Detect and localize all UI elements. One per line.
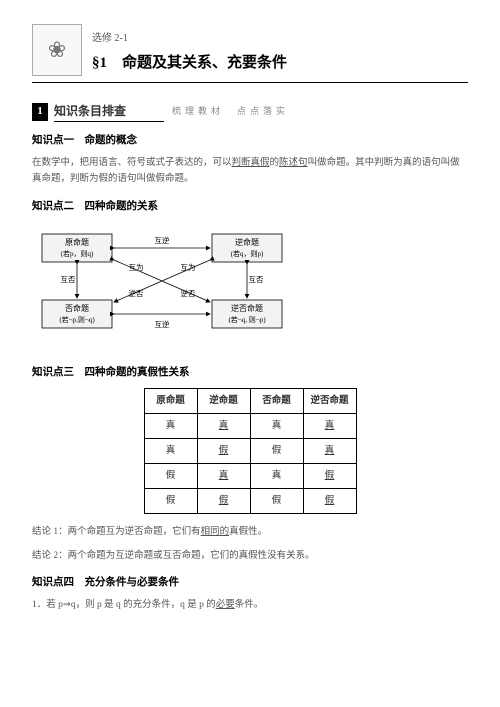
- svg-text:互否: 互否: [61, 275, 76, 284]
- table-cell: 假: [250, 489, 303, 514]
- flower-image: ❀: [32, 24, 82, 76]
- u: 陈述句: [279, 158, 308, 168]
- table-cell: 真: [250, 414, 303, 439]
- table-cell: 假: [250, 439, 303, 464]
- svg-text:(若p，则q): (若p，则q): [61, 249, 94, 258]
- table-cell: 假: [144, 464, 197, 489]
- section-title: §1 命题及其关系、充要条件: [92, 51, 287, 77]
- page-header: ❀ 选修 2-1 §1 命题及其关系、充要条件: [32, 24, 468, 83]
- svg-text:否命题: 否命题: [65, 303, 89, 313]
- u: 必要: [216, 600, 235, 610]
- t: 结论 1：两个命题互为逆否命题，它们有: [32, 527, 201, 537]
- svg-text:互为: 互为: [129, 262, 144, 272]
- four-propositions-diagram: 原命题 (若p，则q) 逆命题 (若q，则p) 否命题 (若¬p,则¬q) 逆否命题 (…: [32, 226, 292, 336]
- table-cell: 真: [144, 439, 197, 464]
- th: 逆否命题: [303, 389, 356, 414]
- t: 条件。: [235, 600, 264, 610]
- bar-number: 1: [32, 103, 48, 121]
- t: 1．若 p⇒q，则 p 是 q 的充分条件，q 是 p 的: [32, 600, 216, 610]
- bar-title: 知识条目排查: [54, 101, 164, 122]
- point-4-text: 1．若 p⇒q，则 p 是 q 的充分条件，q 是 p 的必要条件。: [32, 597, 468, 613]
- th: 逆命题: [197, 389, 250, 414]
- table-cell: 真: [303, 439, 356, 464]
- th: 原命题: [144, 389, 197, 414]
- table-cell: 假: [303, 489, 356, 514]
- section-bar: 1 知识条目排查 梳理教材 点点落实: [32, 101, 468, 122]
- table-cell: 假: [197, 489, 250, 514]
- conclusion-2: 结论 2：两个命题为互逆命题或互否命题，它们的真假性没有关系。: [32, 548, 468, 564]
- svg-text:(若¬q, 则¬p): (若¬q, 则¬p): [228, 315, 266, 324]
- point-3-title: 知识点三 四种命题的真假性关系: [32, 364, 468, 382]
- point-2-title: 知识点二 四种命题的关系: [32, 198, 468, 216]
- table-cell: 真: [303, 414, 356, 439]
- svg-text:互逆: 互逆: [155, 235, 170, 245]
- table-cell: 真: [250, 464, 303, 489]
- point-1-title: 知识点一 命题的概念: [32, 132, 468, 150]
- conclusion-1: 结论 1：两个命题互为逆否命题，它们有相同的真假性。: [32, 524, 468, 540]
- t: 在数学中，把用语言、符号或式子表达的，可以: [32, 158, 232, 168]
- svg-text:原命题: 原命题: [65, 237, 89, 247]
- table-cell: 假: [144, 489, 197, 514]
- svg-text:互逆: 互逆: [155, 319, 170, 329]
- u: 判断真假: [232, 158, 270, 168]
- bar-subtitle: 梳理教材 点点落实: [172, 104, 289, 119]
- svg-text:(若¬p,则¬q): (若¬p,则¬q): [59, 315, 95, 324]
- chapter-label: 选修 2-1: [92, 30, 287, 47]
- svg-text:逆否: 逆否: [129, 288, 144, 298]
- svg-text:逆否命题: 逆否命题: [231, 303, 263, 313]
- u: 相同的: [201, 527, 230, 537]
- table-cell: 假: [197, 439, 250, 464]
- svg-text:逆命题: 逆命题: [235, 237, 259, 247]
- svg-text:(若q，则p): (若q，则p): [231, 249, 264, 258]
- svg-text:逆否: 逆否: [181, 288, 196, 298]
- table-cell: 真: [144, 414, 197, 439]
- point-4-title: 知识点四 充分条件与必要条件: [32, 574, 468, 592]
- table-cell: 真: [197, 464, 250, 489]
- th: 否命题: [250, 389, 303, 414]
- table-cell: 假: [303, 464, 356, 489]
- point-1-text: 在数学中，把用语言、符号或式子表达的，可以判断真假的陈述句叫做命题。其中判断为真…: [32, 155, 468, 187]
- t: 真假性。: [229, 527, 267, 537]
- truth-table: 原命题 逆命题 否命题 逆否命题 真真真真真假假真假真真假假假假假: [144, 388, 357, 514]
- svg-text:互为: 互为: [181, 262, 196, 272]
- t: 的: [270, 158, 280, 168]
- table-cell: 真: [197, 414, 250, 439]
- svg-text:互否: 互否: [249, 275, 264, 284]
